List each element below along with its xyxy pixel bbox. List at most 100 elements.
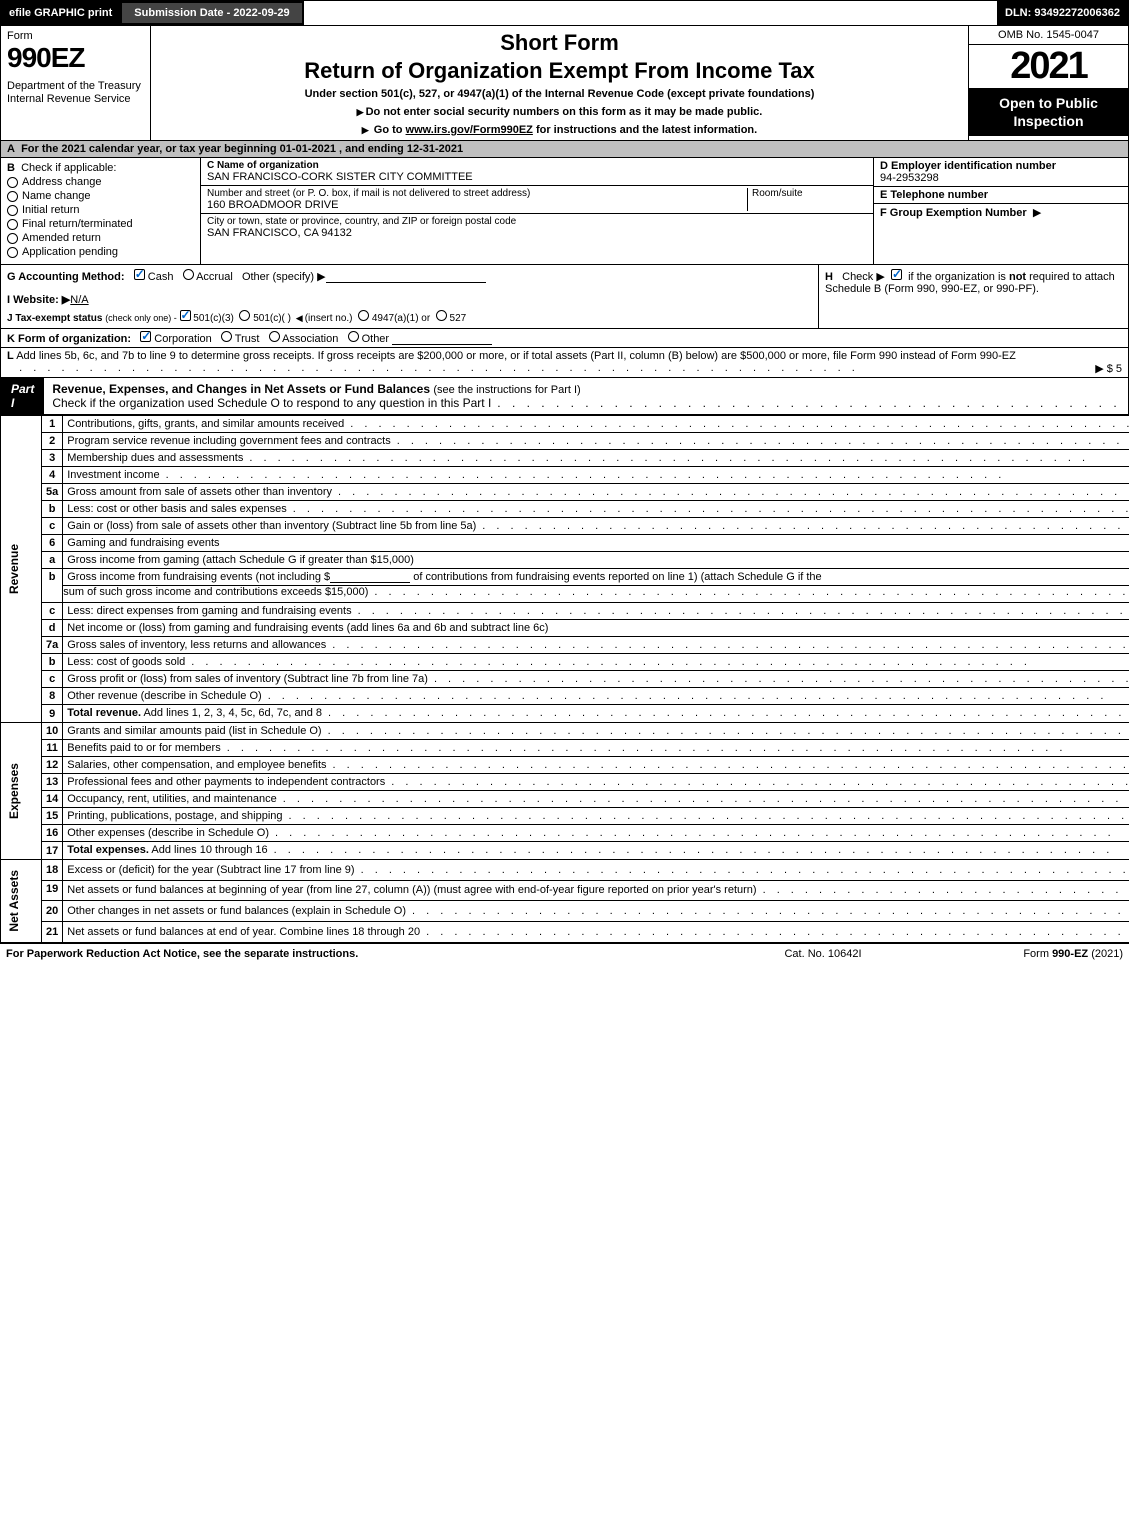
line-12: 12 Salaries, other compensation, and emp… [1, 757, 1129, 774]
ln-num: 15 [42, 808, 63, 825]
c-addr-row: Number and street (or P. O. box, if mail… [201, 186, 873, 214]
chk-amended-return[interactable]: Amended return [7, 232, 194, 244]
chk-address-change[interactable]: Address change [7, 176, 194, 188]
row-ghij: G Accounting Method: Cash Accrual Other … [0, 265, 1129, 329]
footer-cat-no: Cat. No. 10642I [723, 948, 923, 960]
section-bcdef: B Check if applicable: Address change Na… [0, 158, 1129, 265]
chk-label: Initial return [22, 204, 79, 216]
netassets-tab: Net Assets [1, 860, 42, 943]
checkbox-h[interactable] [891, 269, 902, 280]
chk-application-pending[interactable]: Application pending [7, 246, 194, 258]
checkbox-501c3[interactable] [180, 310, 191, 321]
checkbox-other-org[interactable] [348, 331, 359, 342]
checkbox-assoc[interactable] [269, 331, 280, 342]
ln-num: 6 [42, 535, 63, 552]
checkbox-4947[interactable] [358, 310, 369, 321]
checkbox-trust[interactable] [221, 331, 232, 342]
line-j: J Tax-exempt status (check only one) - 5… [7, 310, 812, 324]
opt-501c3: 501(c)(3) [193, 313, 234, 324]
ln-desc: Net income or (loss) from gaming and fun… [63, 620, 1129, 637]
instr-no-ssn: Do not enter social security numbers on … [159, 106, 960, 118]
checkbox-501c[interactable] [239, 310, 250, 321]
line-11: 11 Benefits paid to or for members 11 [1, 740, 1129, 757]
line-6: 6 Gaming and fundraising events [1, 535, 1129, 552]
checkbox-527[interactable] [436, 310, 447, 321]
part-i-title: Revenue, Expenses, and Changes in Net As… [44, 378, 1129, 414]
checkbox-corp[interactable] [140, 331, 151, 342]
chk-final-return[interactable]: Final return/terminated [7, 218, 194, 230]
part-i-label: Part I [1, 378, 44, 414]
l-text: Add lines 5b, 6c, and 7b to line 9 to de… [16, 350, 1016, 362]
k-label: K Form of organization: [7, 333, 131, 345]
col-c: C Name of organization SAN FRANCISCO-COR… [201, 158, 873, 264]
ghi-left: G Accounting Method: Cash Accrual Other … [1, 265, 818, 328]
ln-num: 14 [42, 791, 63, 808]
line-6b: b Gross income from fundraising events (… [1, 569, 1129, 603]
checkbox-accrual[interactable] [183, 269, 194, 280]
line-6a: a Gross income from gaming (attach Sched… [1, 552, 1129, 569]
ln-num: c [42, 518, 63, 535]
chk-initial-return[interactable]: Initial return [7, 204, 194, 216]
line-20: 20 Other changes in net assets or fund b… [1, 901, 1129, 922]
j-label: J Tax-exempt status [7, 313, 102, 324]
ln-num: b [42, 501, 63, 518]
ln-num: 11 [42, 740, 63, 757]
city-label: City or town, state or province, country… [207, 216, 867, 227]
dept-label: Department of the Treasury Internal Reve… [7, 80, 144, 106]
line-13: 13 Professional fees and other payments … [1, 774, 1129, 791]
website-value: N/A [70, 294, 88, 306]
chk-label: Final return/terminated [22, 218, 133, 230]
ln-desc: Other expenses (describe in Schedule O) [63, 825, 1129, 842]
f-label: F Group Exemption Number [880, 207, 1027, 219]
ln-num: 12 [42, 757, 63, 774]
room-label: Room/suite [752, 188, 867, 199]
chk-name-change[interactable]: Name change [7, 190, 194, 202]
ln-num: 3 [42, 450, 63, 467]
ln-desc: Gross amount from sale of assets other t… [63, 484, 1129, 501]
line-5b: b Less: cost or other basis and sales ex… [1, 501, 1129, 518]
ln-num: 18 [42, 860, 63, 881]
part-i-check-text: Check if the organization used Schedule … [52, 396, 497, 410]
line-h: H Check ▶ if the organization is not req… [818, 265, 1128, 328]
ln-num: 1 [42, 416, 63, 433]
checkbox-cash[interactable] [134, 269, 145, 280]
line-14: 14 Occupancy, rent, utilities, and maint… [1, 791, 1129, 808]
assoc-label: Association [282, 333, 338, 345]
ln-desc: Total expenses. Add lines 10 through 16▶ [63, 842, 1129, 860]
topbar-spacer [304, 1, 997, 25]
arrow-icon [362, 124, 371, 136]
ln-num: 13 [42, 774, 63, 791]
header-left: Form 990EZ Department of the Treasury In… [1, 26, 151, 140]
form-word: Form [7, 30, 144, 42]
ln-num: 19 [42, 880, 63, 901]
ln-num: b [42, 654, 63, 671]
part-i-header: Part I Revenue, Expenses, and Changes in… [0, 378, 1129, 415]
other-specify-blank[interactable] [326, 271, 486, 283]
checkbox-icon [7, 219, 18, 230]
line-k: K Form of organization: Corporation Trus… [0, 329, 1129, 348]
efile-label[interactable]: efile GRAPHIC print [1, 1, 120, 25]
ln-desc: Contributions, gifts, grants, and simila… [63, 416, 1129, 433]
ln-desc: Other revenue (describe in Schedule O) [63, 688, 1129, 705]
other-org-blank[interactable] [392, 333, 492, 345]
ln-num: 7a [42, 637, 63, 654]
ln-num: 10 [42, 723, 63, 740]
line-i: I Website: ▶N/A [7, 293, 812, 306]
checkbox-icon [7, 247, 18, 258]
irs-link[interactable]: www.irs.gov/Form990EZ [406, 124, 533, 136]
line-8: 8 Other revenue (describe in Schedule O)… [1, 688, 1129, 705]
tax-year: 2021 [969, 45, 1128, 88]
c-city-row: City or town, state or province, country… [201, 214, 873, 242]
h-check-pre: Check ▶ [842, 271, 885, 283]
l-tail: ▶ $ 5 [1091, 362, 1122, 375]
ln-desc: Grants and similar amounts paid (list in… [63, 723, 1129, 740]
ein-value: 94-2953298 [880, 172, 1122, 184]
l-letter: L [7, 350, 14, 362]
contribution-blank[interactable] [330, 571, 410, 583]
instr-goto: Go to www.irs.gov/Form990EZ for instruct… [159, 124, 960, 136]
ln-desc: Gross profit or (loss) from sales of inv… [63, 671, 1129, 688]
ln-num: 4 [42, 467, 63, 484]
ln-desc: Gross income from gaming (attach Schedul… [63, 552, 1129, 569]
opt-501c: 501(c)( ) [253, 313, 291, 324]
e-label: E Telephone number [880, 189, 988, 201]
